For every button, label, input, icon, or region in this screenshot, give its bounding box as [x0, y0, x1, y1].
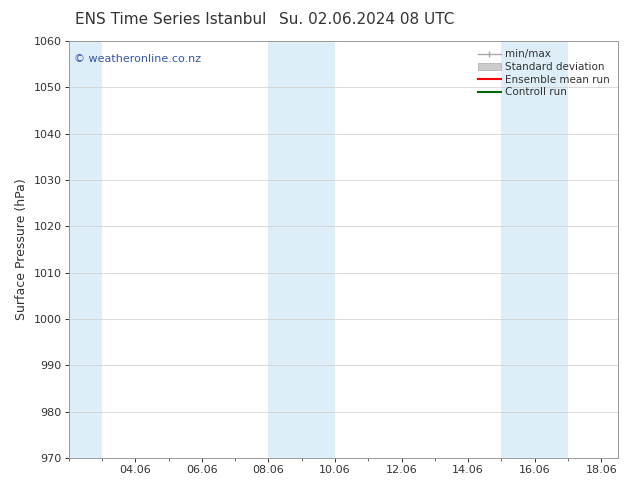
Text: © weatheronline.co.nz: © weatheronline.co.nz [74, 53, 201, 64]
Bar [268, 41, 335, 458]
Text: Su. 02.06.2024 08 UTC: Su. 02.06.2024 08 UTC [279, 12, 455, 27]
Bar [68, 41, 102, 458]
Legend: min/max, Standard deviation, Ensemble mean run, Controll run: min/max, Standard deviation, Ensemble me… [475, 46, 613, 100]
Y-axis label: Surface Pressure (hPa): Surface Pressure (hPa) [15, 179, 28, 320]
Text: ENS Time Series Istanbul: ENS Time Series Istanbul [75, 12, 266, 27]
Bar [501, 41, 568, 458]
